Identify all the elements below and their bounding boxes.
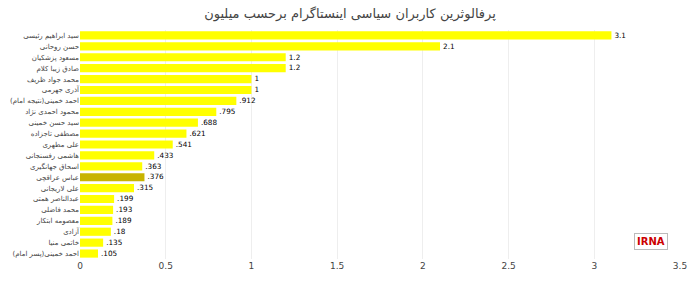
svg-text:0.5: 0.5 <box>159 261 173 271</box>
svg-text:.135: .135 <box>106 238 122 247</box>
svg-text:هاشمی رفسنجانی: هاشمی رفسنجانی <box>26 152 80 160</box>
svg-text:.105: .105 <box>101 249 117 258</box>
svg-text:علی لاریجانی: علی لاریجانی <box>41 185 79 193</box>
svg-text:.193: .193 <box>116 205 133 214</box>
svg-text:2: 2 <box>420 261 426 271</box>
svg-text:سید حسن خمینی: سید حسن خمینی <box>29 119 80 127</box>
svg-text:2.5: 2.5 <box>501 261 515 271</box>
svg-text:حسن روحانی: حسن روحانی <box>40 43 79 51</box>
svg-text:.315: .315 <box>137 183 153 192</box>
svg-text:3.5: 3.5 <box>673 261 687 271</box>
svg-text:صادق زیبا کلام: صادق زیبا کلام <box>37 65 80 73</box>
svg-text:مسعود پزشکیان: مسعود پزشکیان <box>32 54 80 62</box>
svg-text:.199: .199 <box>117 194 134 203</box>
svg-text:3: 3 <box>591 261 597 271</box>
svg-text:سید ابراهیم رئیسی: سید ابراهیم رئیسی <box>23 32 79 40</box>
svg-text:معصومه ابتکار: معصومه ابتکار <box>36 217 79 225</box>
svg-text:1.5: 1.5 <box>330 261 344 271</box>
svg-text:.912: .912 <box>239 96 255 105</box>
svg-text:محمد جواد ظریف: محمد جواد ظریف <box>27 76 79 84</box>
svg-text:احمد خمینی(پسر امام): احمد خمینی(پسر امام) <box>12 250 79 258</box>
svg-text:.189: .189 <box>115 216 132 225</box>
svg-text:عبدالناصر همتی: عبدالناصر همتی <box>33 195 79 203</box>
svg-text:1.2: 1.2 <box>289 53 301 62</box>
svg-text:محمد فاضلی: محمد فاضلی <box>41 206 79 214</box>
svg-text:آزادی: آزادی <box>63 227 80 236</box>
svg-text:.541: .541 <box>176 140 192 149</box>
svg-text:مصطفی تاجزاده: مصطفی تاجزاده <box>31 130 79 138</box>
svg-text:علی مطهری: علی مطهری <box>42 141 79 149</box>
svg-text:1.2: 1.2 <box>289 63 301 72</box>
svg-text:عباس عراقچی: عباس عراقچی <box>36 174 79 182</box>
svg-text:.376: .376 <box>147 172 164 181</box>
svg-text:.18: .18 <box>114 227 126 236</box>
svg-text:.621: .621 <box>189 129 205 138</box>
svg-text:2.1: 2.1 <box>443 42 455 51</box>
svg-text:اسحاق جهانگیری: اسحاق جهانگیری <box>30 162 79 171</box>
svg-text:پرفالوثرین کاربران سیاسی اینست: پرفالوثرین کاربران سیاسی اینستاگرام برحس… <box>204 6 496 22</box>
svg-text:آذری جهرمی: آذری جهرمی <box>42 85 80 94</box>
svg-text:خاتمی منیا: خاتمی منیا <box>48 239 79 247</box>
svg-text:.795: .795 <box>219 107 235 116</box>
svg-text:محمود احمدی نژاد: محمود احمدی نژاد <box>25 108 79 116</box>
svg-text:1: 1 <box>254 74 259 83</box>
svg-text:.688: .688 <box>201 118 218 127</box>
svg-text:IRNA: IRNA <box>637 236 665 247</box>
svg-text:1: 1 <box>249 261 255 271</box>
svg-text:احمد خمینی(نتیجه امام): احمد خمینی(نتیجه امام) <box>10 97 79 105</box>
svg-text:1: 1 <box>254 85 259 94</box>
svg-text:.433: .433 <box>157 151 174 160</box>
svg-text:.363: .363 <box>145 162 162 171</box>
svg-text:0: 0 <box>77 261 83 271</box>
svg-text:3.1: 3.1 <box>614 31 626 40</box>
